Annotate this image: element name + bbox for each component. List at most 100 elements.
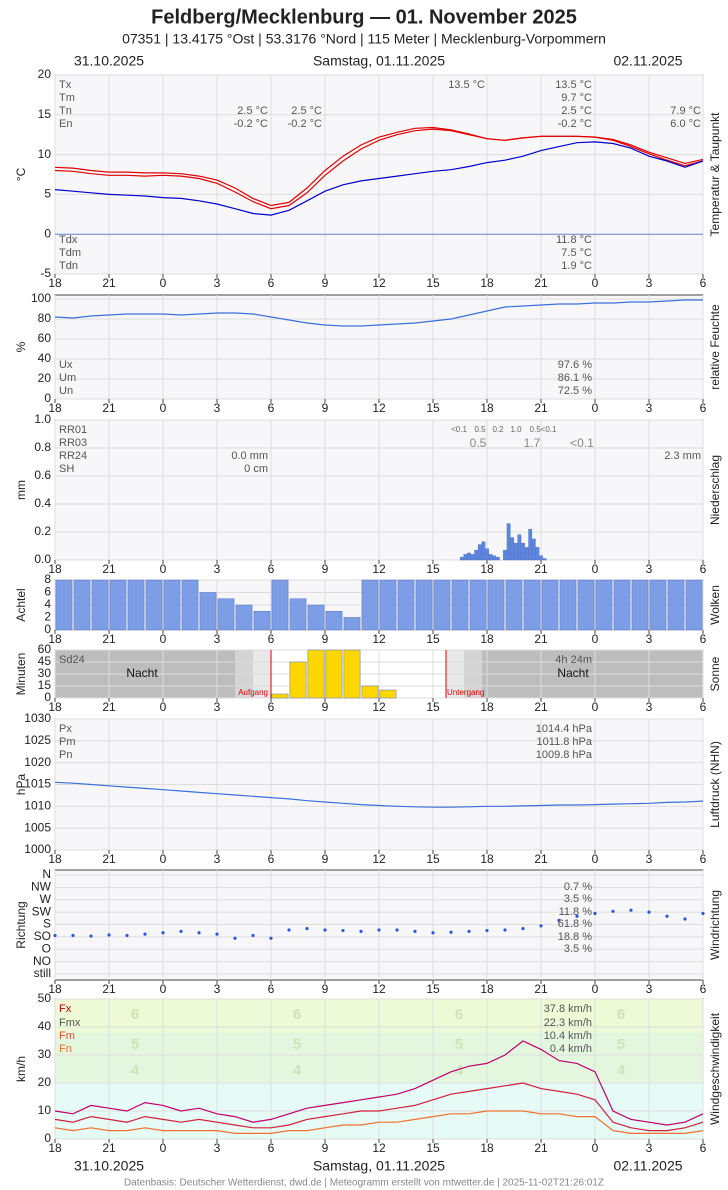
point [539, 924, 543, 928]
date: 31.10.2025 [74, 1158, 144, 1174]
stat-label: <0.1 [451, 425, 467, 434]
point [287, 928, 291, 932]
x-tick-label: 18 [480, 632, 494, 646]
x-tick-label: 12 [372, 700, 386, 714]
bar [307, 604, 325, 631]
stat-label: Tn [59, 105, 72, 117]
y-tick-label: 20 [38, 67, 52, 81]
y-tick-label: 0.4 [34, 496, 51, 510]
x-tick-label: 18 [48, 401, 62, 415]
x-tick-label: 3 [214, 632, 221, 646]
x-tick-label: 12 [372, 562, 386, 576]
y-tick-label: 30 [38, 1047, 52, 1061]
bar [541, 579, 559, 631]
x-tick-label: 0 [592, 401, 599, 415]
point [53, 933, 57, 938]
bar [379, 689, 397, 699]
y-tick-label: 1020 [24, 755, 51, 769]
point [89, 934, 93, 938]
panel-title: Temperatur & Taupunkt [708, 112, 722, 237]
y-tick-label: SO [34, 929, 51, 943]
stat-label: 11.8 °C [556, 234, 592, 246]
stat-label: 22.3 km/h [544, 1017, 592, 1029]
point [413, 929, 417, 933]
x-tick-label: 6 [268, 852, 275, 866]
stat-label: 0.5 [474, 425, 486, 434]
bar [433, 579, 451, 631]
y-tick-label: 0 [44, 226, 51, 240]
bar [506, 523, 511, 561]
date: Samstag, 01.11.2025 [313, 1158, 445, 1174]
x-tick-label: 3 [214, 1141, 221, 1155]
date: 02.11.2025 [613, 53, 682, 69]
stat-label: -0.2 °C [288, 118, 322, 130]
y-tick-label: 40 [38, 1019, 52, 1033]
x-tick-label: 0 [592, 852, 599, 866]
bar [145, 579, 163, 631]
y-tick-label: 0 [44, 690, 51, 704]
stat-label: RR03 [59, 437, 87, 449]
stat-label: 11.8 % [559, 906, 593, 918]
stat-label: -0.2 °C [558, 118, 592, 130]
bar [613, 579, 631, 631]
x-tick-label: 12 [372, 982, 386, 996]
stat-label: 13.5 °C [555, 79, 592, 91]
bar [539, 555, 543, 561]
x-tick-label: 21 [102, 700, 116, 714]
bar [361, 579, 379, 631]
panel: 1000 1005 1010 1015 1020 1025 1030 18 21 0 3 6 9 12 15… [14, 711, 722, 866]
x-tick-label: 6 [700, 562, 707, 576]
bar [523, 579, 541, 631]
x-tick-label: 15 [426, 700, 440, 714]
x-tick-label: 12 [372, 852, 386, 866]
point [395, 928, 399, 932]
bar [531, 538, 536, 561]
y-tick-label: 15 [38, 678, 52, 692]
stat-label: Aufgang [238, 688, 268, 697]
point [521, 927, 525, 931]
stat-label: 0.4 km/h [550, 1043, 592, 1055]
stat-label: RR01 [59, 424, 87, 436]
title: Feldberg/Mecklenburg — 01. November 2025 [151, 6, 577, 28]
x-tick-label: 15 [426, 852, 440, 866]
bar [469, 579, 487, 631]
x-tick-label: 21 [102, 852, 116, 866]
x-tick-label: 18 [480, 401, 494, 415]
x-tick-label: 6 [700, 1141, 707, 1155]
bar [535, 547, 540, 561]
bar [631, 579, 649, 631]
x-tick-label: 9 [322, 401, 329, 415]
x-tick-label: 6 [268, 982, 275, 996]
x-tick-label: 6 [268, 276, 275, 290]
x-tick-label: 12 [372, 401, 386, 415]
x-tick-label: 0 [592, 276, 599, 290]
point [485, 928, 489, 933]
x-tick-label: 0 [592, 632, 599, 646]
stat-label: 2.3 mm [664, 450, 701, 462]
y-tick-label: 30 [38, 666, 52, 680]
beaufort-label: 5 [455, 1036, 463, 1053]
point [449, 930, 453, 934]
bar [513, 542, 518, 561]
stat-label: 1.9 °C [561, 260, 592, 272]
stat-label: 1009.8 hPa [536, 749, 593, 761]
bar [271, 579, 289, 631]
beaufort-label: 6 [617, 1006, 625, 1023]
y-tick-label: 50 [38, 991, 52, 1005]
date: 31.10.2025 [74, 53, 144, 69]
point [701, 911, 705, 916]
y-axis-label: °C [14, 167, 28, 181]
y-tick-label: 4 [44, 597, 51, 611]
bar [503, 549, 507, 561]
bar [510, 537, 515, 561]
x-tick-label: 0 [160, 1141, 167, 1155]
y-tick-label: 0.2 [34, 524, 51, 538]
x-tick-label: 0 [160, 700, 167, 714]
data-line [54, 141, 704, 216]
stat-label: 4h 24m [555, 654, 592, 666]
stat-label: SH [59, 463, 74, 475]
x-tick-label: 21 [102, 276, 116, 290]
